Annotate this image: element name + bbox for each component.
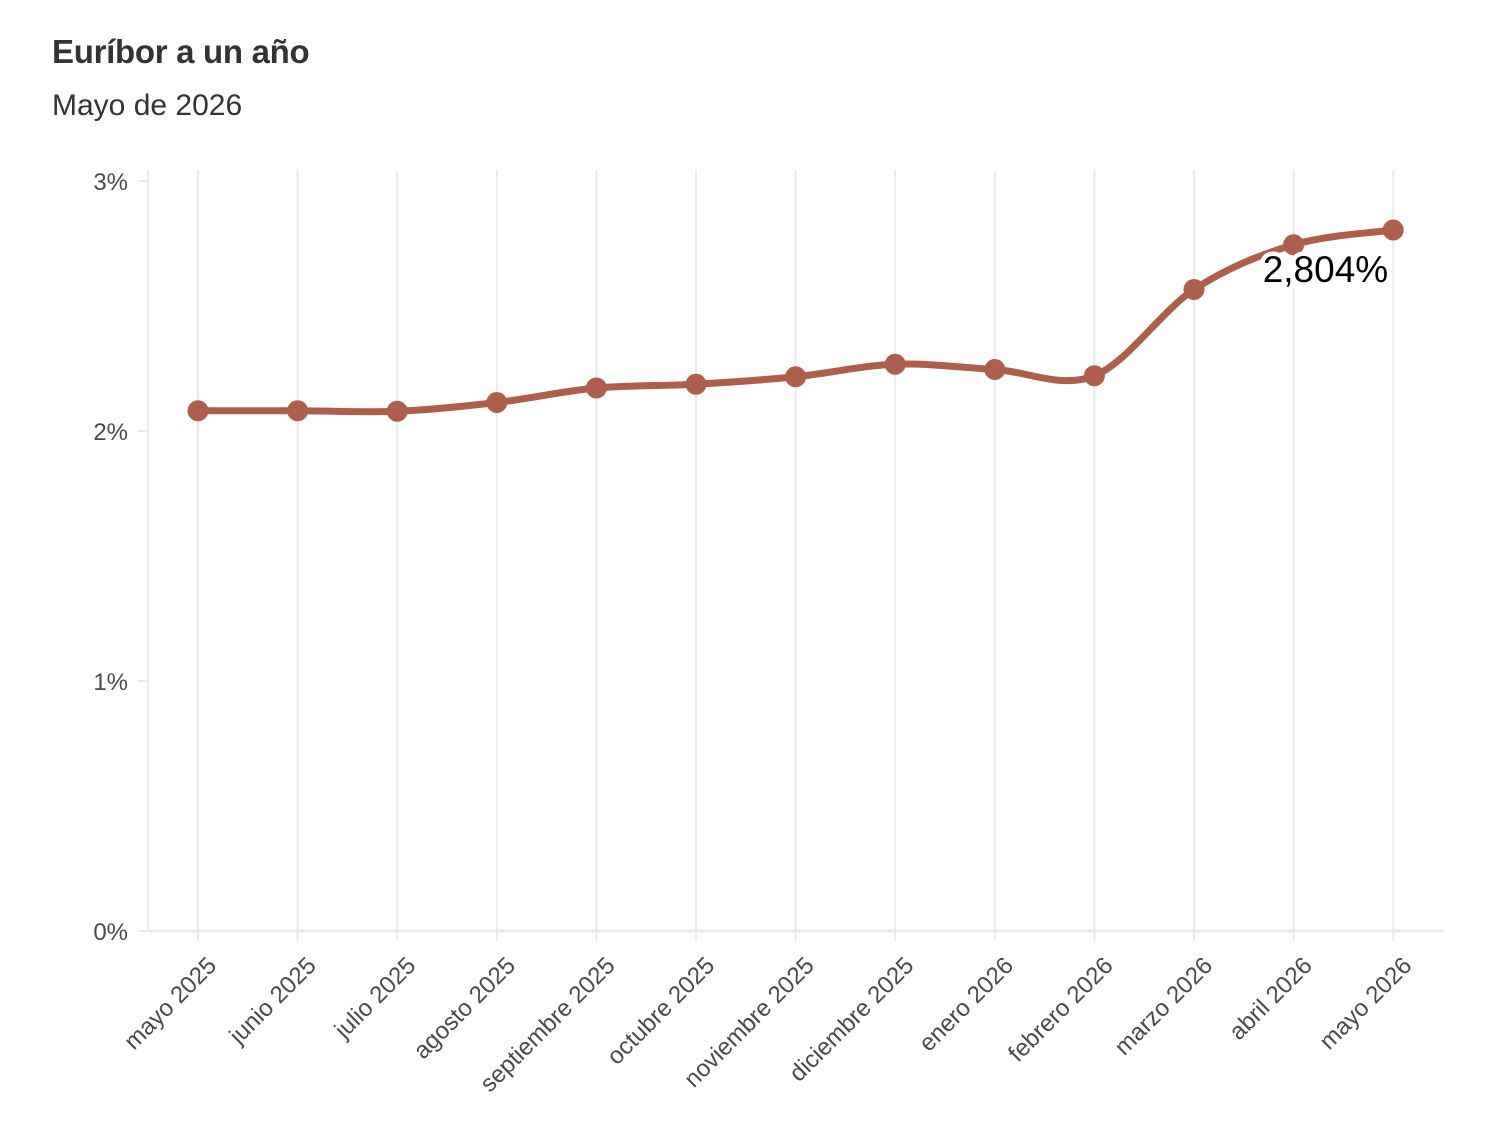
data-point: [585, 377, 607, 399]
data-label-last-value: 2,804%: [1263, 249, 1389, 290]
data-point: [287, 400, 309, 422]
data-point: [1183, 279, 1205, 300]
x-tick-label: agosto 2025: [408, 952, 521, 1065]
x-tick-label: junio 2025: [224, 952, 322, 1050]
chart-header: Euríbor a un año Mayo de 2026: [52, 30, 310, 128]
data-point: [187, 400, 209, 422]
grid-lines: [197, 170, 1395, 931]
y-tick-label: 2%: [93, 419, 128, 446]
data-point: [685, 373, 707, 395]
data-point: [486, 392, 508, 413]
y-tick-label: 1%: [93, 669, 128, 696]
data-point: [1283, 234, 1305, 256]
y-axis-ticks: 0% 1% 2% 3%: [93, 169, 148, 946]
data-labels: 2,804%2,804%: [1258, 245, 1393, 295]
x-tick-label: enero 2026: [914, 952, 1019, 1057]
series-points: [187, 219, 1404, 422]
data-point: [984, 359, 1006, 380]
y-tick-label: 0%: [93, 919, 128, 946]
x-tick-label: febrero 2026: [1003, 952, 1118, 1067]
data-point: [785, 366, 807, 388]
chart-title: Euríbor a un año: [52, 33, 310, 70]
x-tick-label: abril 2026: [1224, 952, 1318, 1046]
x-tick-label: marzo 2026: [1109, 952, 1218, 1061]
data-point: [1083, 365, 1105, 387]
data-point: [1382, 219, 1404, 241]
chart-subtitle: Mayo de 2026: [52, 89, 243, 122]
data-point: [386, 400, 408, 422]
data-point: [884, 353, 906, 375]
y-tick-label: 3%: [93, 169, 128, 196]
x-tick-label: mayo 2026: [1314, 952, 1417, 1055]
x-tick-label: mayo 2025: [119, 952, 222, 1055]
data-label-halo: 2,804%: [1263, 249, 1389, 290]
x-tick-label: julio 2025: [329, 952, 421, 1044]
